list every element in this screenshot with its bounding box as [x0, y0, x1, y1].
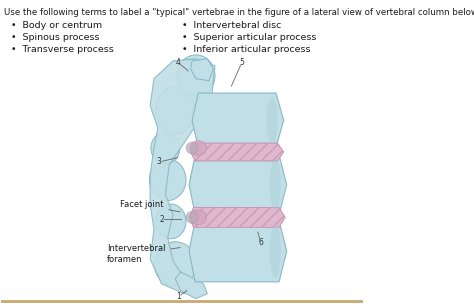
Ellipse shape — [177, 55, 215, 96]
Ellipse shape — [266, 97, 278, 144]
Ellipse shape — [186, 142, 198, 154]
Polygon shape — [150, 59, 215, 294]
Polygon shape — [189, 208, 285, 227]
Text: •  Spinous process: • Spinous process — [10, 33, 99, 42]
Text: •  Transverse process: • Transverse process — [10, 45, 113, 54]
Ellipse shape — [190, 141, 207, 156]
Ellipse shape — [155, 87, 195, 134]
Polygon shape — [191, 143, 283, 161]
Text: 6: 6 — [258, 238, 263, 247]
Text: 4: 4 — [176, 58, 181, 67]
Text: 1: 1 — [176, 292, 181, 301]
Polygon shape — [192, 93, 283, 148]
Ellipse shape — [270, 225, 281, 277]
Text: •  Intervertebral disc: • Intervertebral disc — [182, 21, 282, 30]
Ellipse shape — [270, 160, 281, 210]
Ellipse shape — [190, 210, 207, 225]
Ellipse shape — [149, 159, 186, 201]
Text: •  Inferior articular process: • Inferior articular process — [182, 45, 310, 54]
Ellipse shape — [151, 132, 180, 164]
Text: Intervertebral
foramen: Intervertebral foramen — [107, 244, 180, 264]
Polygon shape — [191, 59, 213, 81]
Ellipse shape — [155, 242, 196, 286]
Text: Use the following terms to label a "typical" vertebrae in the figure of a latera: Use the following terms to label a "typi… — [4, 8, 474, 17]
Text: 3: 3 — [157, 157, 162, 166]
Polygon shape — [189, 155, 287, 214]
Ellipse shape — [155, 204, 186, 239]
Text: •  Superior articular process: • Superior articular process — [182, 33, 317, 42]
Text: •  Body or centrum: • Body or centrum — [10, 21, 101, 30]
Text: 2: 2 — [159, 215, 164, 224]
Polygon shape — [175, 272, 207, 299]
Polygon shape — [189, 221, 287, 282]
Text: 5: 5 — [239, 58, 244, 67]
Text: Facet joint: Facet joint — [119, 200, 180, 212]
Ellipse shape — [186, 212, 198, 223]
